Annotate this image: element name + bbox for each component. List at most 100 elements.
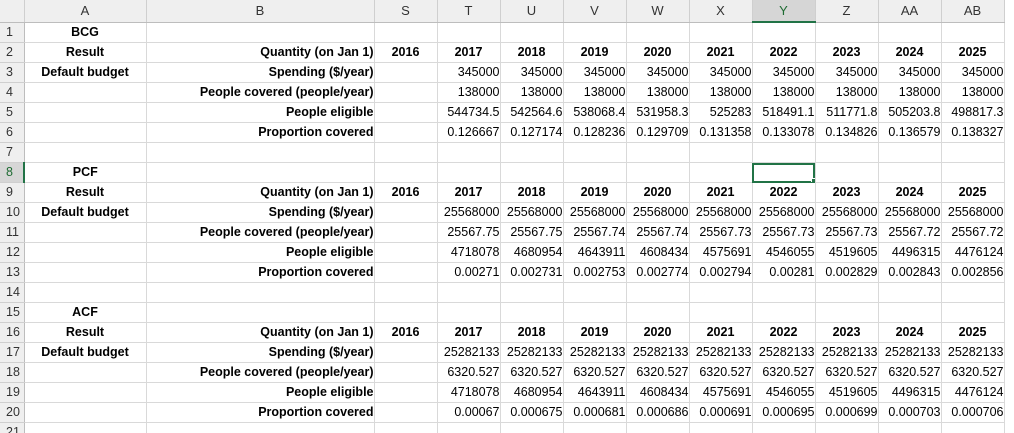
- value-cell[interactable]: 6320.527: [626, 362, 690, 383]
- quantity-header[interactable]: Quantity (on Jan 1): [146, 322, 375, 343]
- value-cell[interactable]: 4519605: [815, 382, 879, 403]
- cell[interactable]: [437, 162, 501, 183]
- cell[interactable]: [24, 142, 147, 163]
- value-cell[interactable]: 6320.527: [437, 362, 501, 383]
- cell[interactable]: [374, 162, 438, 183]
- cell[interactable]: [878, 162, 942, 183]
- value-cell[interactable]: 25282133: [626, 342, 690, 363]
- cell[interactable]: [374, 402, 438, 423]
- year-header[interactable]: 2018: [500, 42, 564, 63]
- cell[interactable]: [563, 162, 627, 183]
- cell[interactable]: [374, 142, 438, 163]
- cell[interactable]: [815, 162, 879, 183]
- year-header[interactable]: 2017: [437, 182, 501, 203]
- year-header[interactable]: 2024: [878, 182, 942, 203]
- cell[interactable]: [374, 242, 438, 263]
- year-header[interactable]: 2019: [563, 42, 627, 63]
- value-cell[interactable]: 345000: [626, 62, 690, 83]
- value-cell[interactable]: 4643911: [563, 242, 627, 263]
- column-header-s[interactable]: S: [374, 0, 438, 23]
- value-cell[interactable]: 518491.1: [752, 102, 816, 123]
- cell[interactable]: [689, 302, 753, 323]
- cell[interactable]: [437, 142, 501, 163]
- year-header[interactable]: 2016: [374, 182, 438, 203]
- value-cell[interactable]: 345000: [563, 62, 627, 83]
- cell[interactable]: [146, 142, 375, 163]
- value-cell[interactable]: 4496315: [878, 382, 942, 403]
- value-cell[interactable]: 0.002794: [689, 262, 753, 283]
- year-header[interactable]: 2021: [689, 322, 753, 343]
- value-cell[interactable]: 25568000: [878, 202, 942, 223]
- cell[interactable]: [500, 422, 564, 433]
- year-header[interactable]: 2025: [941, 182, 1005, 203]
- value-cell[interactable]: 0.000691: [689, 402, 753, 423]
- value-cell[interactable]: 0.00067: [437, 402, 501, 423]
- quantity-label[interactable]: Spending ($/year): [146, 202, 375, 223]
- year-header[interactable]: 2024: [878, 42, 942, 63]
- value-cell[interactable]: 25282133: [437, 342, 501, 363]
- budget-label[interactable]: Default budget: [23, 62, 147, 83]
- quantity-label[interactable]: People eligible: [146, 242, 375, 263]
- cell[interactable]: [815, 302, 879, 323]
- year-header[interactable]: 2022: [752, 42, 816, 63]
- cell[interactable]: [146, 302, 375, 323]
- row-header[interactable]: 15: [0, 302, 25, 323]
- value-cell[interactable]: 25282133: [815, 342, 879, 363]
- cell[interactable]: [626, 22, 690, 43]
- value-cell[interactable]: 25567.75: [500, 222, 564, 243]
- cell[interactable]: [752, 282, 816, 303]
- value-cell[interactable]: 525283: [689, 102, 753, 123]
- cell[interactable]: [374, 22, 438, 43]
- row-header[interactable]: 8: [0, 162, 25, 183]
- cell[interactable]: [146, 282, 375, 303]
- result-header[interactable]: Result: [23, 322, 147, 343]
- cell[interactable]: [437, 282, 501, 303]
- cell[interactable]: [23, 382, 147, 403]
- year-header[interactable]: 2016: [374, 42, 438, 63]
- cell[interactable]: [752, 302, 816, 323]
- cell[interactable]: [500, 142, 564, 163]
- year-header[interactable]: 2020: [626, 182, 690, 203]
- quantity-label[interactable]: People covered (people/year): [146, 362, 375, 383]
- value-cell[interactable]: 4476124: [941, 382, 1005, 403]
- value-cell[interactable]: 138000: [815, 82, 879, 103]
- cell[interactable]: [374, 362, 438, 383]
- column-header-b[interactable]: B: [146, 0, 375, 23]
- column-header-z[interactable]: Z: [815, 0, 879, 23]
- result-header[interactable]: Result: [23, 42, 147, 63]
- cell[interactable]: [815, 22, 879, 43]
- value-cell[interactable]: 4546055: [752, 242, 816, 263]
- cell[interactable]: [374, 82, 438, 103]
- row-header[interactable]: 9: [0, 182, 25, 203]
- value-cell[interactable]: 25282133: [689, 342, 753, 363]
- value-cell[interactable]: 0.000699: [815, 402, 879, 423]
- cell[interactable]: [374, 422, 438, 433]
- cell[interactable]: [374, 202, 438, 223]
- value-cell[interactable]: 4575691: [689, 382, 753, 403]
- quantity-label[interactable]: Spending ($/year): [146, 62, 375, 83]
- quantity-label[interactable]: Proportion covered: [146, 262, 375, 283]
- row-header[interactable]: 18: [0, 362, 25, 383]
- cell[interactable]: [500, 282, 564, 303]
- cell[interactable]: [878, 282, 942, 303]
- cell[interactable]: [374, 122, 438, 143]
- cell[interactable]: [626, 302, 690, 323]
- value-cell[interactable]: 0.002731: [500, 262, 564, 283]
- value-cell[interactable]: 25567.73: [752, 222, 816, 243]
- cell[interactable]: [878, 22, 942, 43]
- row-header[interactable]: 1: [0, 22, 25, 43]
- cell[interactable]: [563, 142, 627, 163]
- value-cell[interactable]: 138000: [437, 82, 501, 103]
- value-cell[interactable]: 0.002856: [941, 262, 1005, 283]
- value-cell[interactable]: 345000: [689, 62, 753, 83]
- value-cell[interactable]: 138000: [941, 82, 1005, 103]
- value-cell[interactable]: 138000: [878, 82, 942, 103]
- value-cell[interactable]: 345000: [437, 62, 501, 83]
- year-header[interactable]: 2016: [374, 322, 438, 343]
- column-header-v[interactable]: V: [563, 0, 627, 23]
- value-cell[interactable]: 25568000: [500, 202, 564, 223]
- quantity-header[interactable]: Quantity (on Jan 1): [146, 182, 375, 203]
- cell[interactable]: [563, 422, 627, 433]
- value-cell[interactable]: 4718078: [437, 242, 501, 263]
- cell[interactable]: [878, 302, 942, 323]
